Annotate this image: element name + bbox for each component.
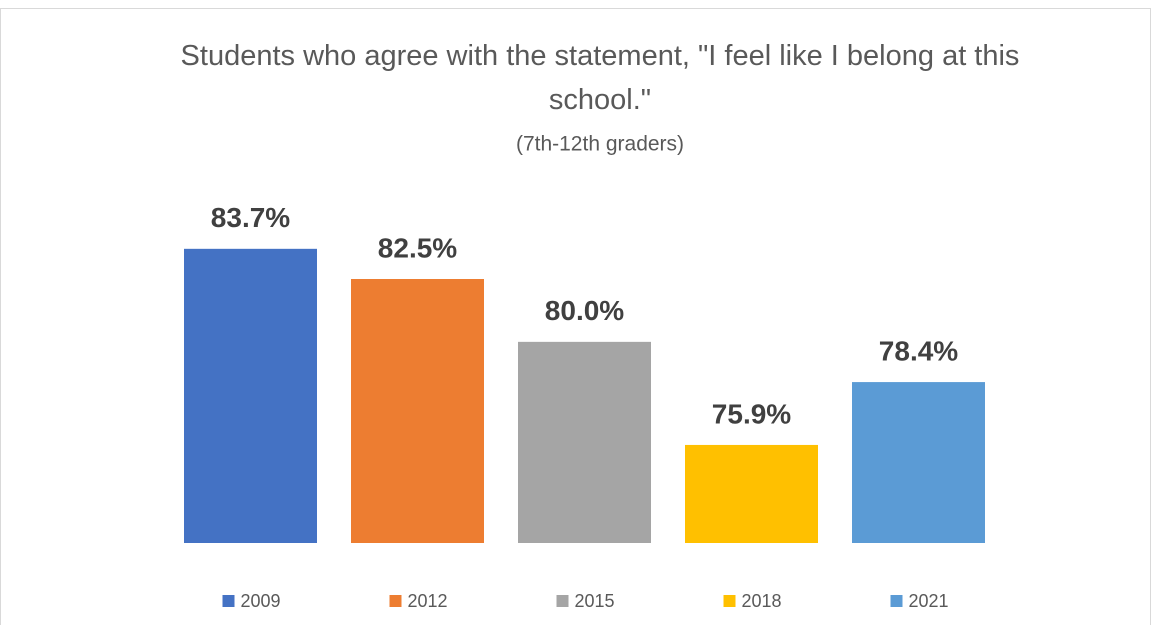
legend-label: 2018 xyxy=(742,591,782,611)
legend-swatch xyxy=(389,595,402,607)
legend-swatch xyxy=(556,595,569,607)
data-label: 83.7% xyxy=(211,202,290,233)
legend-swatch xyxy=(723,595,736,607)
bar xyxy=(685,444,818,543)
bar xyxy=(518,341,651,543)
bar xyxy=(852,382,985,543)
bar xyxy=(351,279,484,543)
chart-subtitle: (7th-12th graders) xyxy=(516,133,684,156)
data-label: 80.0% xyxy=(545,295,624,326)
legend-swatch xyxy=(222,595,235,607)
bar xyxy=(184,248,317,544)
legend-swatch xyxy=(890,595,903,607)
data-label: 75.9% xyxy=(712,398,791,429)
legend-label: 2021 xyxy=(909,591,949,611)
data-label: 78.4% xyxy=(879,335,958,366)
chart-title: Students who agree with the statement, "… xyxy=(180,40,1020,116)
legend-label: 2009 xyxy=(241,591,281,611)
data-label: 82.5% xyxy=(378,232,457,263)
legend-label: 2015 xyxy=(575,591,615,611)
legend-label: 2012 xyxy=(408,591,448,611)
